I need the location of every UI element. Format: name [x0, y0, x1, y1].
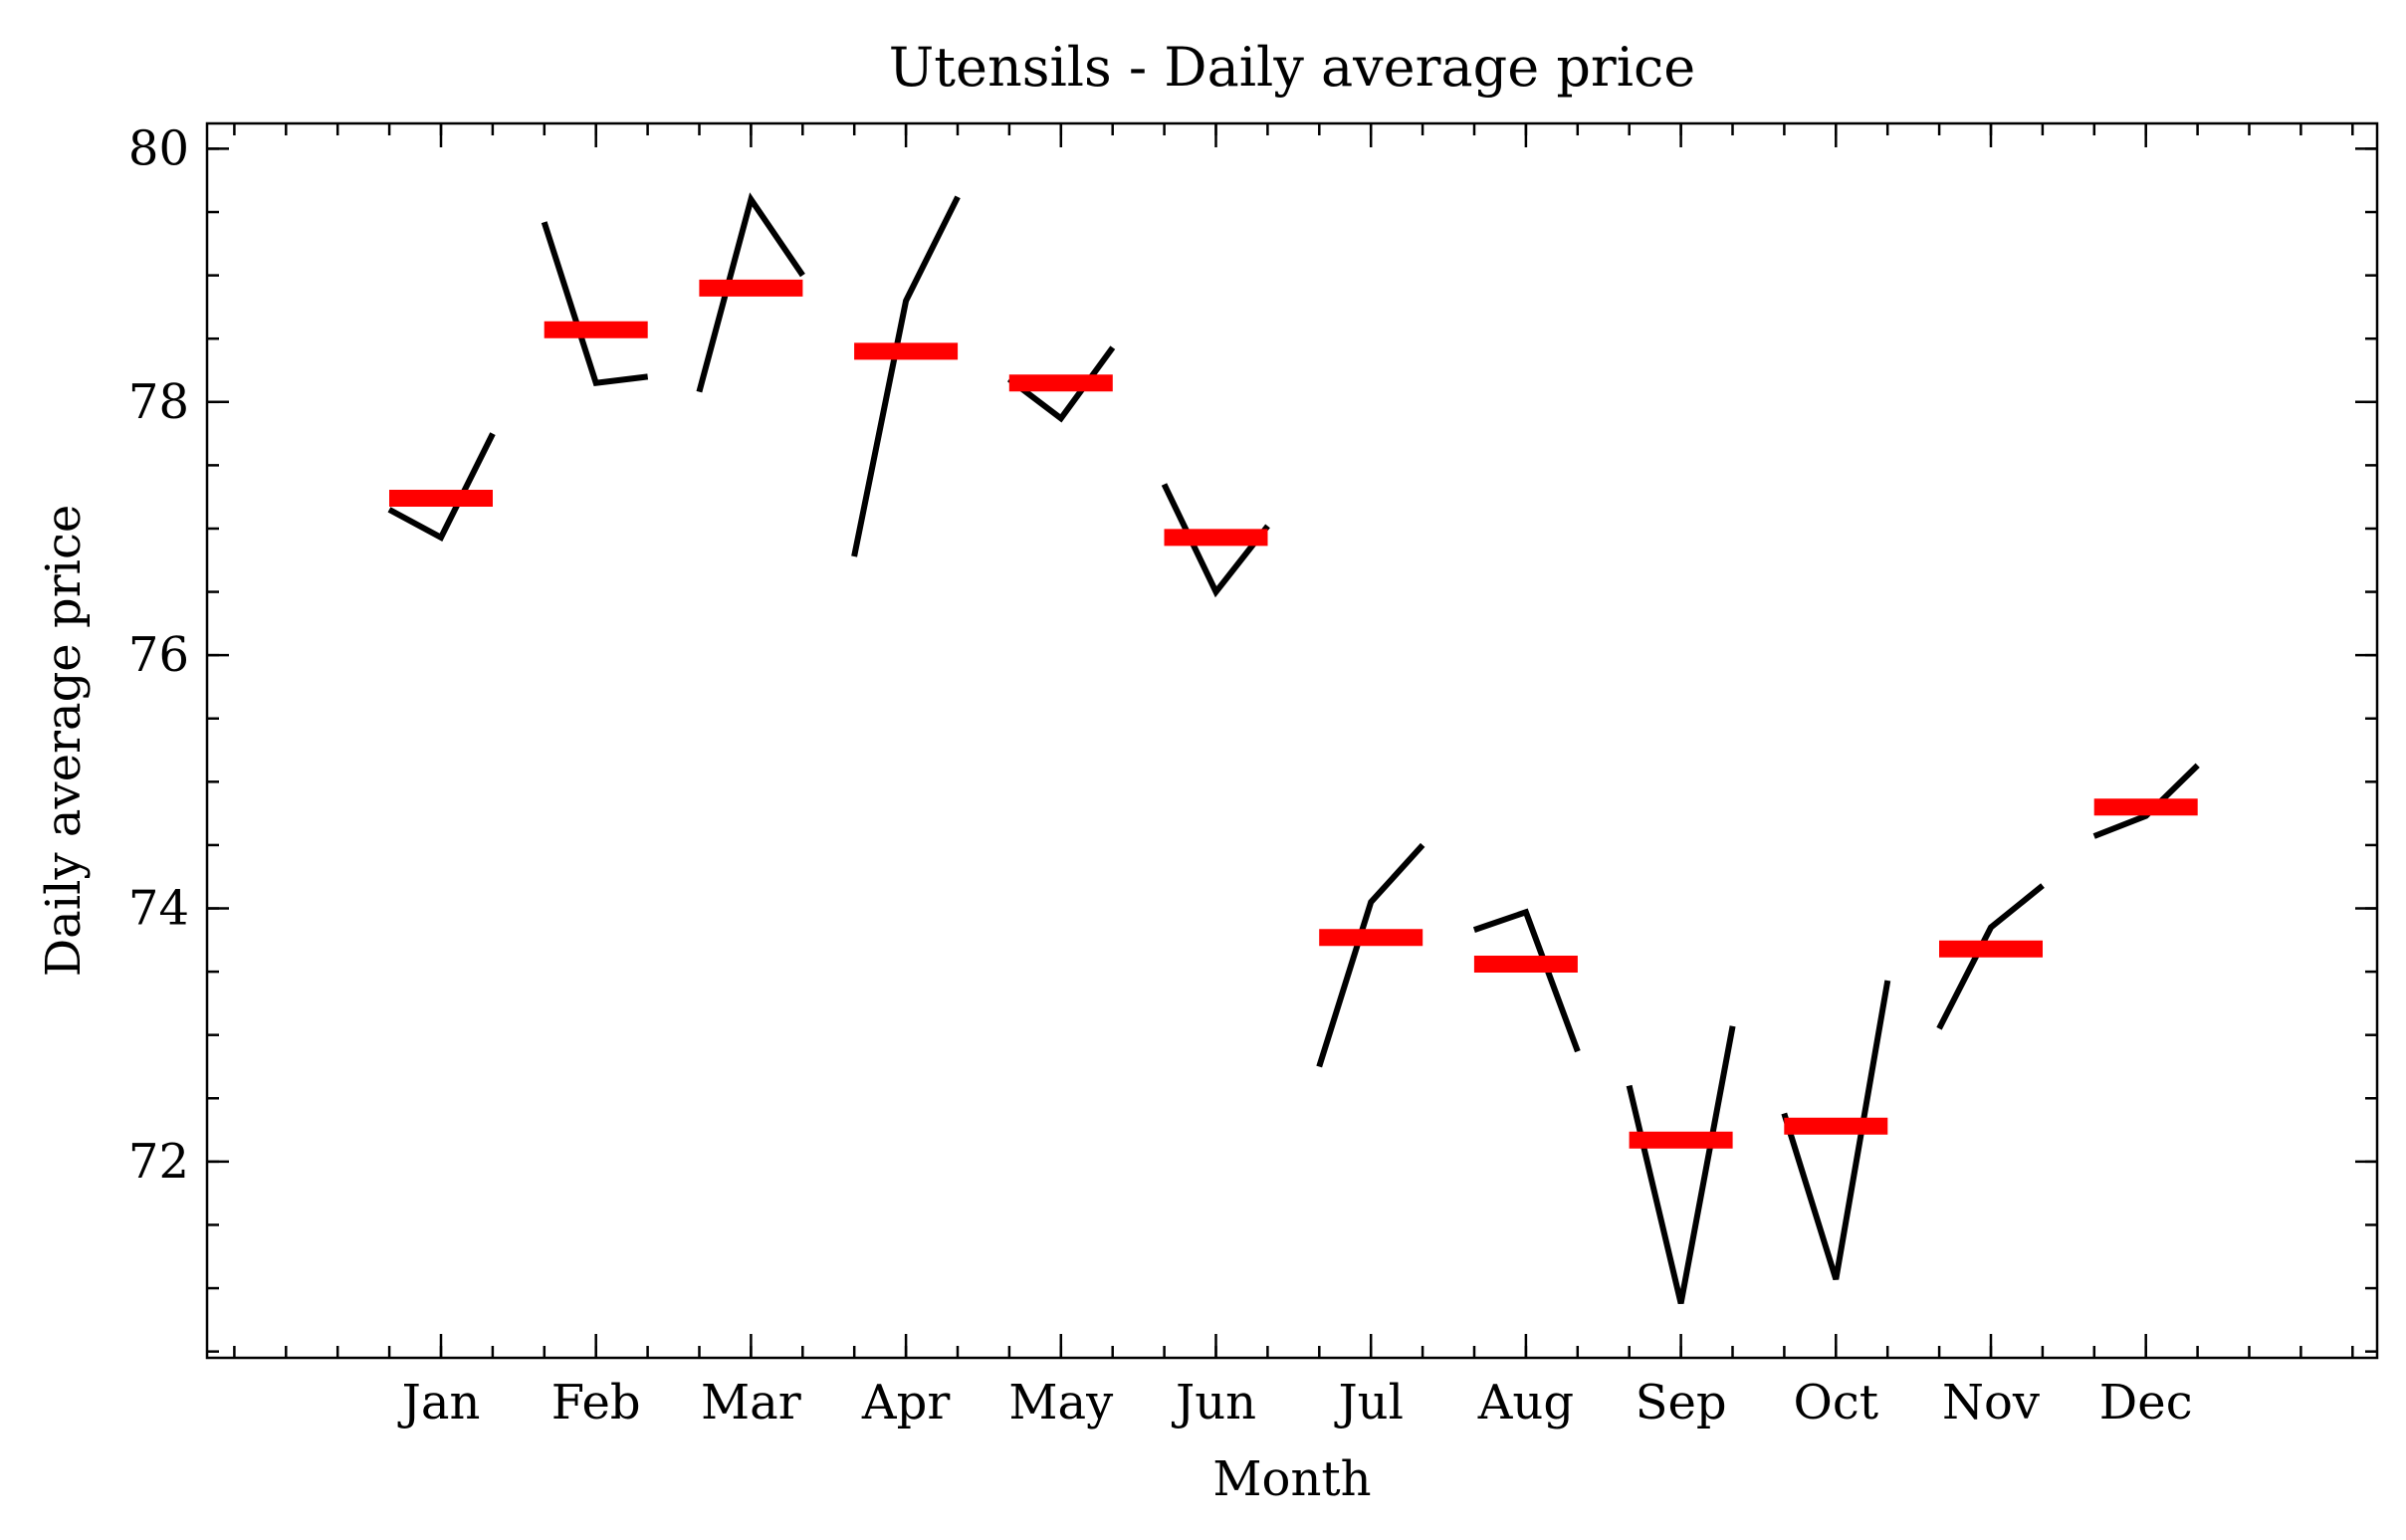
y-tick-label: 76 — [128, 627, 189, 683]
mean-markers — [389, 279, 2198, 1149]
month-line-dec — [2092, 763, 2200, 839]
month-line-jun — [1161, 483, 1270, 598]
month-line-jul — [1316, 842, 1425, 1068]
month-line-mar — [696, 192, 805, 393]
x-tick-label: May — [1008, 1375, 1113, 1430]
x-tick-label: Sep — [1636, 1375, 1727, 1430]
y-axis-label: Daily average price — [36, 505, 92, 978]
month-line-nov — [1936, 883, 2045, 1030]
y-tick-label: 72 — [128, 1134, 189, 1190]
month-line-may — [1006, 345, 1116, 423]
month-line-oct — [1781, 980, 1891, 1280]
axis-ticks — [207, 123, 2377, 1358]
x-tick-label: Jul — [1333, 1375, 1404, 1430]
x-tick-label: Jun — [1171, 1375, 1256, 1430]
month-line-apr — [851, 195, 961, 557]
y-tick-label: 78 — [128, 374, 189, 430]
x-tick-label: Aug — [1477, 1375, 1574, 1430]
x-tick-label: Mar — [701, 1375, 801, 1430]
chart-title: Utensils - Daily average price — [889, 36, 1695, 99]
month-line-feb — [541, 221, 649, 386]
x-tick-label: Apr — [861, 1375, 950, 1430]
tick-labels: 72 74 76 78 80 Jan Feb Mar Apr May Jun Jul Aug Sep Oct… — [128, 120, 2193, 1430]
x-tick-label: Oct — [1794, 1375, 1879, 1430]
y-tick-label: 80 — [128, 120, 189, 176]
month-line-jan — [387, 432, 496, 543]
plot-frame — [205, 121, 2379, 1360]
x-tick-label: Jan — [397, 1375, 481, 1430]
x-tick-label: Feb — [551, 1375, 641, 1430]
y-tick-label: 74 — [128, 881, 189, 937]
x-tick-label: Nov — [1942, 1375, 2040, 1430]
month-line-aug — [1472, 908, 1581, 1053]
series-lines — [387, 192, 2200, 1304]
x-axis-label: Month — [1212, 1451, 1371, 1507]
x-tick-label: Dec — [2099, 1375, 2193, 1430]
month-line-sep — [1626, 1025, 1736, 1304]
